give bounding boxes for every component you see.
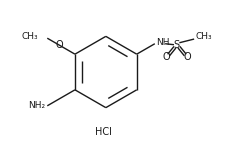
Text: S: S — [173, 40, 179, 50]
Text: O: O — [183, 53, 190, 62]
Text: HCl: HCl — [94, 127, 111, 137]
Text: NH: NH — [156, 38, 169, 47]
Text: CH₃: CH₃ — [195, 32, 212, 41]
Text: CH₃: CH₃ — [22, 32, 38, 41]
Text: O: O — [162, 53, 170, 62]
Text: O: O — [55, 40, 62, 50]
Text: NH₂: NH₂ — [28, 101, 45, 110]
